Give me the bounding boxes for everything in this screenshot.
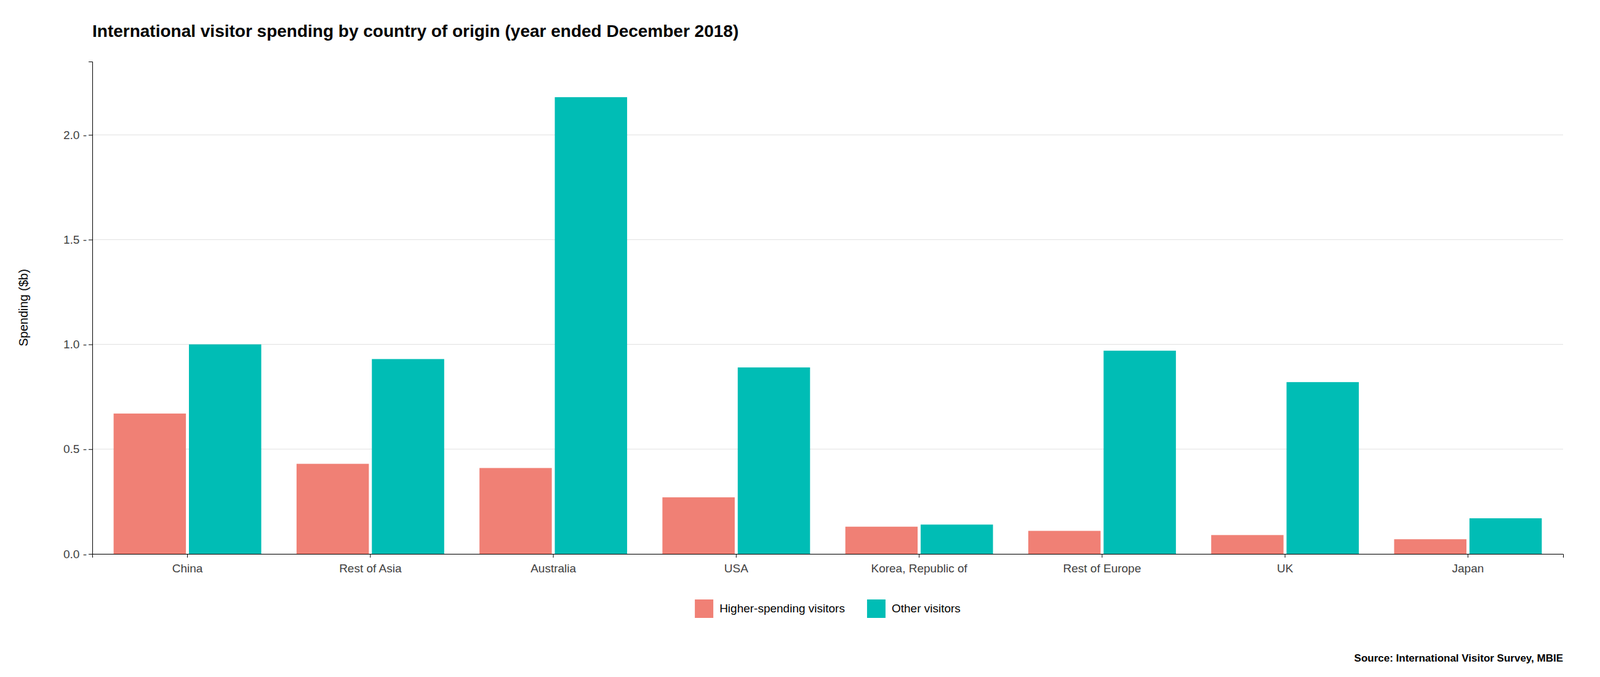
legend-swatch bbox=[867, 599, 886, 618]
title: International visitor spending by countr… bbox=[92, 21, 739, 41]
x-tick-label: China bbox=[172, 561, 204, 575]
x-tick-label: Korea, Republic of bbox=[870, 561, 968, 575]
y-tick-label: 0.5 - bbox=[63, 442, 87, 456]
bar bbox=[113, 413, 187, 554]
x-tick-mark bbox=[1467, 553, 1469, 558]
legend-item: Higher-spending visitors bbox=[694, 599, 845, 618]
x-tick: China bbox=[172, 553, 204, 575]
y-tick-mark bbox=[88, 553, 93, 555]
bar-series bbox=[188, 97, 1542, 554]
y-tick-mark bbox=[88, 239, 93, 240]
grid-line bbox=[92, 344, 1564, 345]
bar bbox=[479, 467, 552, 554]
x-tick-label: Japan bbox=[1452, 561, 1485, 575]
x-tick-label: Australia bbox=[530, 561, 576, 575]
bar bbox=[920, 524, 994, 554]
y-tick-label: 0.0 - bbox=[63, 547, 87, 561]
y-axis: 0.0 - 0.5 - 1.0 - 1.5 - 2.0 - bbox=[63, 62, 93, 561]
x-tick: Rest of Europe bbox=[1063, 553, 1142, 575]
bar bbox=[1103, 350, 1176, 554]
x-tick: Japan bbox=[1452, 553, 1485, 575]
y-tick-mark bbox=[88, 344, 93, 346]
bar bbox=[737, 367, 811, 554]
x-tick-label: USA bbox=[724, 561, 749, 575]
x-tick-label: UK bbox=[1276, 561, 1294, 575]
x-tick-mark bbox=[187, 553, 188, 558]
legend-label: Other visitors bbox=[891, 601, 961, 615]
x-tick-mark bbox=[1101, 553, 1103, 558]
x-tick-mark bbox=[369, 553, 371, 558]
bar bbox=[1469, 518, 1543, 554]
y-axis-title: Spending ($b) bbox=[16, 268, 31, 347]
x-tick-label: Rest of Asia bbox=[339, 561, 402, 575]
bar bbox=[296, 464, 370, 554]
grid bbox=[92, 134, 1564, 554]
bar bbox=[662, 497, 735, 554]
x-tick: Korea, Republic of bbox=[870, 553, 968, 575]
legend: Higher-spending visitors Other visitors bbox=[694, 599, 961, 618]
x-tick-mark bbox=[736, 553, 737, 558]
y-tick-label: 1.5 - bbox=[63, 233, 87, 247]
y-tick: 0.0 - bbox=[63, 547, 93, 561]
bars bbox=[113, 97, 1543, 554]
y-tick-label: 2.0 - bbox=[63, 128, 87, 142]
grid-line bbox=[92, 134, 1564, 136]
x-axis: China Rest of Asia Australia USA Korea, Repu… bbox=[92, 553, 1564, 575]
bar bbox=[555, 97, 628, 554]
bar bbox=[1286, 382, 1360, 554]
legend-item: Other visitors bbox=[867, 599, 961, 618]
x-tick: Rest of Asia bbox=[339, 553, 402, 575]
bar bbox=[1393, 539, 1467, 554]
x-tick-label: Rest of Europe bbox=[1063, 561, 1142, 575]
y-axis-line bbox=[88, 62, 93, 555]
x-tick: USA bbox=[724, 553, 749, 575]
y-tick-mark bbox=[88, 449, 93, 450]
y-tick-label: 1.0 - bbox=[63, 337, 87, 351]
y-tick: 1.5 - bbox=[63, 233, 93, 247]
y-tick: 2.0 - bbox=[63, 128, 93, 142]
bar bbox=[845, 526, 919, 554]
grid-line bbox=[92, 239, 1564, 240]
x-tick: UK bbox=[1276, 553, 1294, 575]
legend-swatch bbox=[694, 599, 714, 618]
y-tick: 1.0 - bbox=[63, 337, 93, 351]
source-note: Source: International Visitor Survey, MB… bbox=[1354, 652, 1564, 664]
x-tick-mark bbox=[1284, 553, 1286, 558]
bar bbox=[371, 358, 445, 554]
plot-area: 0.0 - 0.5 - 1.0 - 1.5 - 2.0 - China Rest of As… bbox=[63, 62, 1564, 575]
x-tick-mark bbox=[553, 553, 554, 558]
x-axis-line bbox=[92, 554, 1564, 559]
y-tick: 0.5 - bbox=[63, 442, 93, 456]
bar bbox=[188, 344, 262, 554]
y-tick-mark bbox=[88, 134, 93, 136]
chart-svg: 0.0 - 0.5 - 1.0 - 1.5 - 2.0 - China Rest of As… bbox=[0, 0, 1600, 677]
x-tick-mark bbox=[918, 553, 920, 558]
bar bbox=[1211, 534, 1284, 554]
bar bbox=[1028, 531, 1101, 554]
x-tick: Australia bbox=[530, 553, 576, 575]
legend-label: Higher-spending visitors bbox=[719, 601, 845, 615]
